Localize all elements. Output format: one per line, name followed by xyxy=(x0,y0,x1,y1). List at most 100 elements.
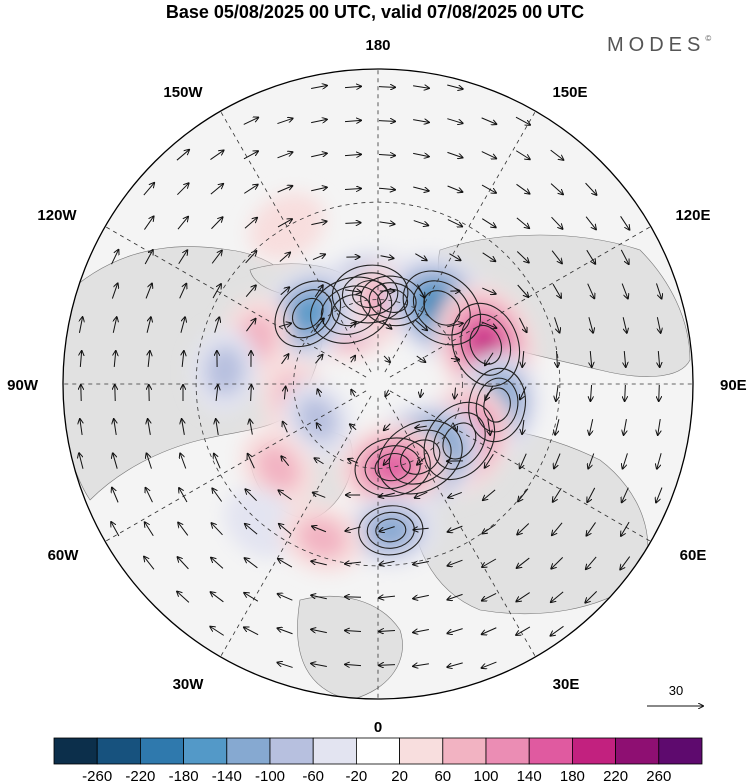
wind-arrow xyxy=(384,456,391,465)
wind-arrow xyxy=(625,384,626,401)
wind-arrow xyxy=(420,388,421,397)
wind-arrow xyxy=(212,284,221,299)
wind-arrow xyxy=(245,524,258,535)
wind-arrow xyxy=(382,320,392,329)
wind-arrow xyxy=(251,385,252,402)
colorbar-swatch xyxy=(96,737,141,765)
wind-arrow xyxy=(517,284,529,297)
wind-arrow xyxy=(380,256,394,259)
wind-arrow xyxy=(313,319,323,332)
wind-arrow xyxy=(590,350,591,367)
wind-arrow xyxy=(245,558,258,569)
wind-arrow xyxy=(551,250,562,264)
colorbar-tick-label: 260 xyxy=(646,768,671,783)
wind-arrow xyxy=(144,216,153,230)
wind-arrow xyxy=(413,186,429,191)
wind-arrow xyxy=(311,221,326,224)
wind-arrow xyxy=(179,284,187,299)
wind-arrow xyxy=(585,182,597,195)
wind-arrow xyxy=(553,487,562,502)
wind-arrow xyxy=(413,595,429,598)
wind-arrow xyxy=(485,352,494,365)
anomaly-blob-neg-95W xyxy=(205,345,245,396)
colorbar-tick-label: 60 xyxy=(434,768,451,783)
wind-arrow xyxy=(620,556,631,570)
colorbar-swatch xyxy=(183,737,228,765)
wind-arrow xyxy=(624,350,625,367)
colorbar-swatch xyxy=(658,737,703,765)
wind-arrow xyxy=(488,419,490,435)
colorbar-swatch xyxy=(442,737,487,765)
wind-arrow xyxy=(379,630,396,631)
wind-arrow xyxy=(248,454,255,469)
wind-arrow xyxy=(279,524,292,535)
wind-arrow xyxy=(311,561,327,566)
lon-label-150e: 150E xyxy=(552,84,587,101)
wind-arrow xyxy=(378,188,395,190)
colorbar-swatch xyxy=(355,737,400,765)
contour-neg-30E xyxy=(400,439,441,475)
contour-neg-135W xyxy=(291,297,324,330)
wind-arrow xyxy=(417,456,426,464)
contour-neg-175W xyxy=(341,272,399,316)
wind-arrow xyxy=(413,220,428,226)
wind-arrow xyxy=(177,592,190,603)
colorbar-tick-label: 100 xyxy=(473,768,498,783)
wind-arrow xyxy=(344,154,361,155)
wind-arrow xyxy=(211,592,224,603)
wind-arrow xyxy=(317,423,322,432)
contour-neg-80E xyxy=(483,387,511,423)
wind-arrow xyxy=(179,488,188,503)
colorbar-tick-label: -180 xyxy=(169,768,199,783)
wind-arrow xyxy=(182,419,185,435)
wind-arrow xyxy=(243,118,258,125)
wind-arrow xyxy=(344,86,361,87)
wind-arrow xyxy=(624,419,627,435)
wind-arrow xyxy=(516,251,529,262)
lon-label-90e: 90E xyxy=(720,377,747,394)
wind-arrow xyxy=(481,117,497,124)
wind-arrow xyxy=(657,453,662,468)
colorbar-swatch xyxy=(53,737,98,765)
wind-arrow xyxy=(380,561,395,564)
wind-arrow xyxy=(345,562,362,564)
wind-arrow xyxy=(551,557,564,568)
wind-arrow xyxy=(216,419,218,435)
wind-arrow xyxy=(277,219,292,228)
wind-arrow xyxy=(212,488,223,502)
colorbar-swatch xyxy=(572,737,617,765)
meridian-line xyxy=(220,395,372,657)
wind-arrow xyxy=(349,322,356,329)
wind-arrow xyxy=(518,317,526,332)
colorbar-swatch xyxy=(269,737,314,765)
contour-neg-135W xyxy=(274,280,342,348)
contour-pos-55E xyxy=(432,412,486,470)
wind-arrow xyxy=(413,120,429,123)
wind-arrow xyxy=(447,593,463,599)
colorbar: -260 -220 -180 -140 -100 -60 -20 20 60 100 140 180 2… xyxy=(53,737,703,783)
wind-arrow xyxy=(447,151,462,157)
wind-arrow xyxy=(620,249,628,264)
wind-arrow xyxy=(550,149,564,160)
wind-arrow xyxy=(385,389,388,396)
colorbar-tick-label: -20 xyxy=(346,768,368,783)
wind-arrow xyxy=(111,522,120,537)
wind-arrow xyxy=(279,253,290,262)
wind-arrow xyxy=(379,526,395,532)
wind-arrow xyxy=(277,186,293,193)
wind-arrow xyxy=(348,459,359,463)
wind-arrow xyxy=(588,317,593,332)
wind-arrow xyxy=(554,317,559,332)
wind-arrow xyxy=(453,422,457,431)
wind-arrow xyxy=(551,216,563,229)
wind-arrow xyxy=(518,488,529,502)
wind-arrow xyxy=(447,628,463,634)
wind-arrow xyxy=(143,183,154,196)
wind-arrow xyxy=(587,283,595,299)
meridian-line xyxy=(384,395,536,657)
wind-arrow xyxy=(80,419,82,435)
contour-neg-30E xyxy=(388,429,452,485)
contour-neg-135W xyxy=(283,289,333,339)
wind-arrow xyxy=(482,524,496,534)
